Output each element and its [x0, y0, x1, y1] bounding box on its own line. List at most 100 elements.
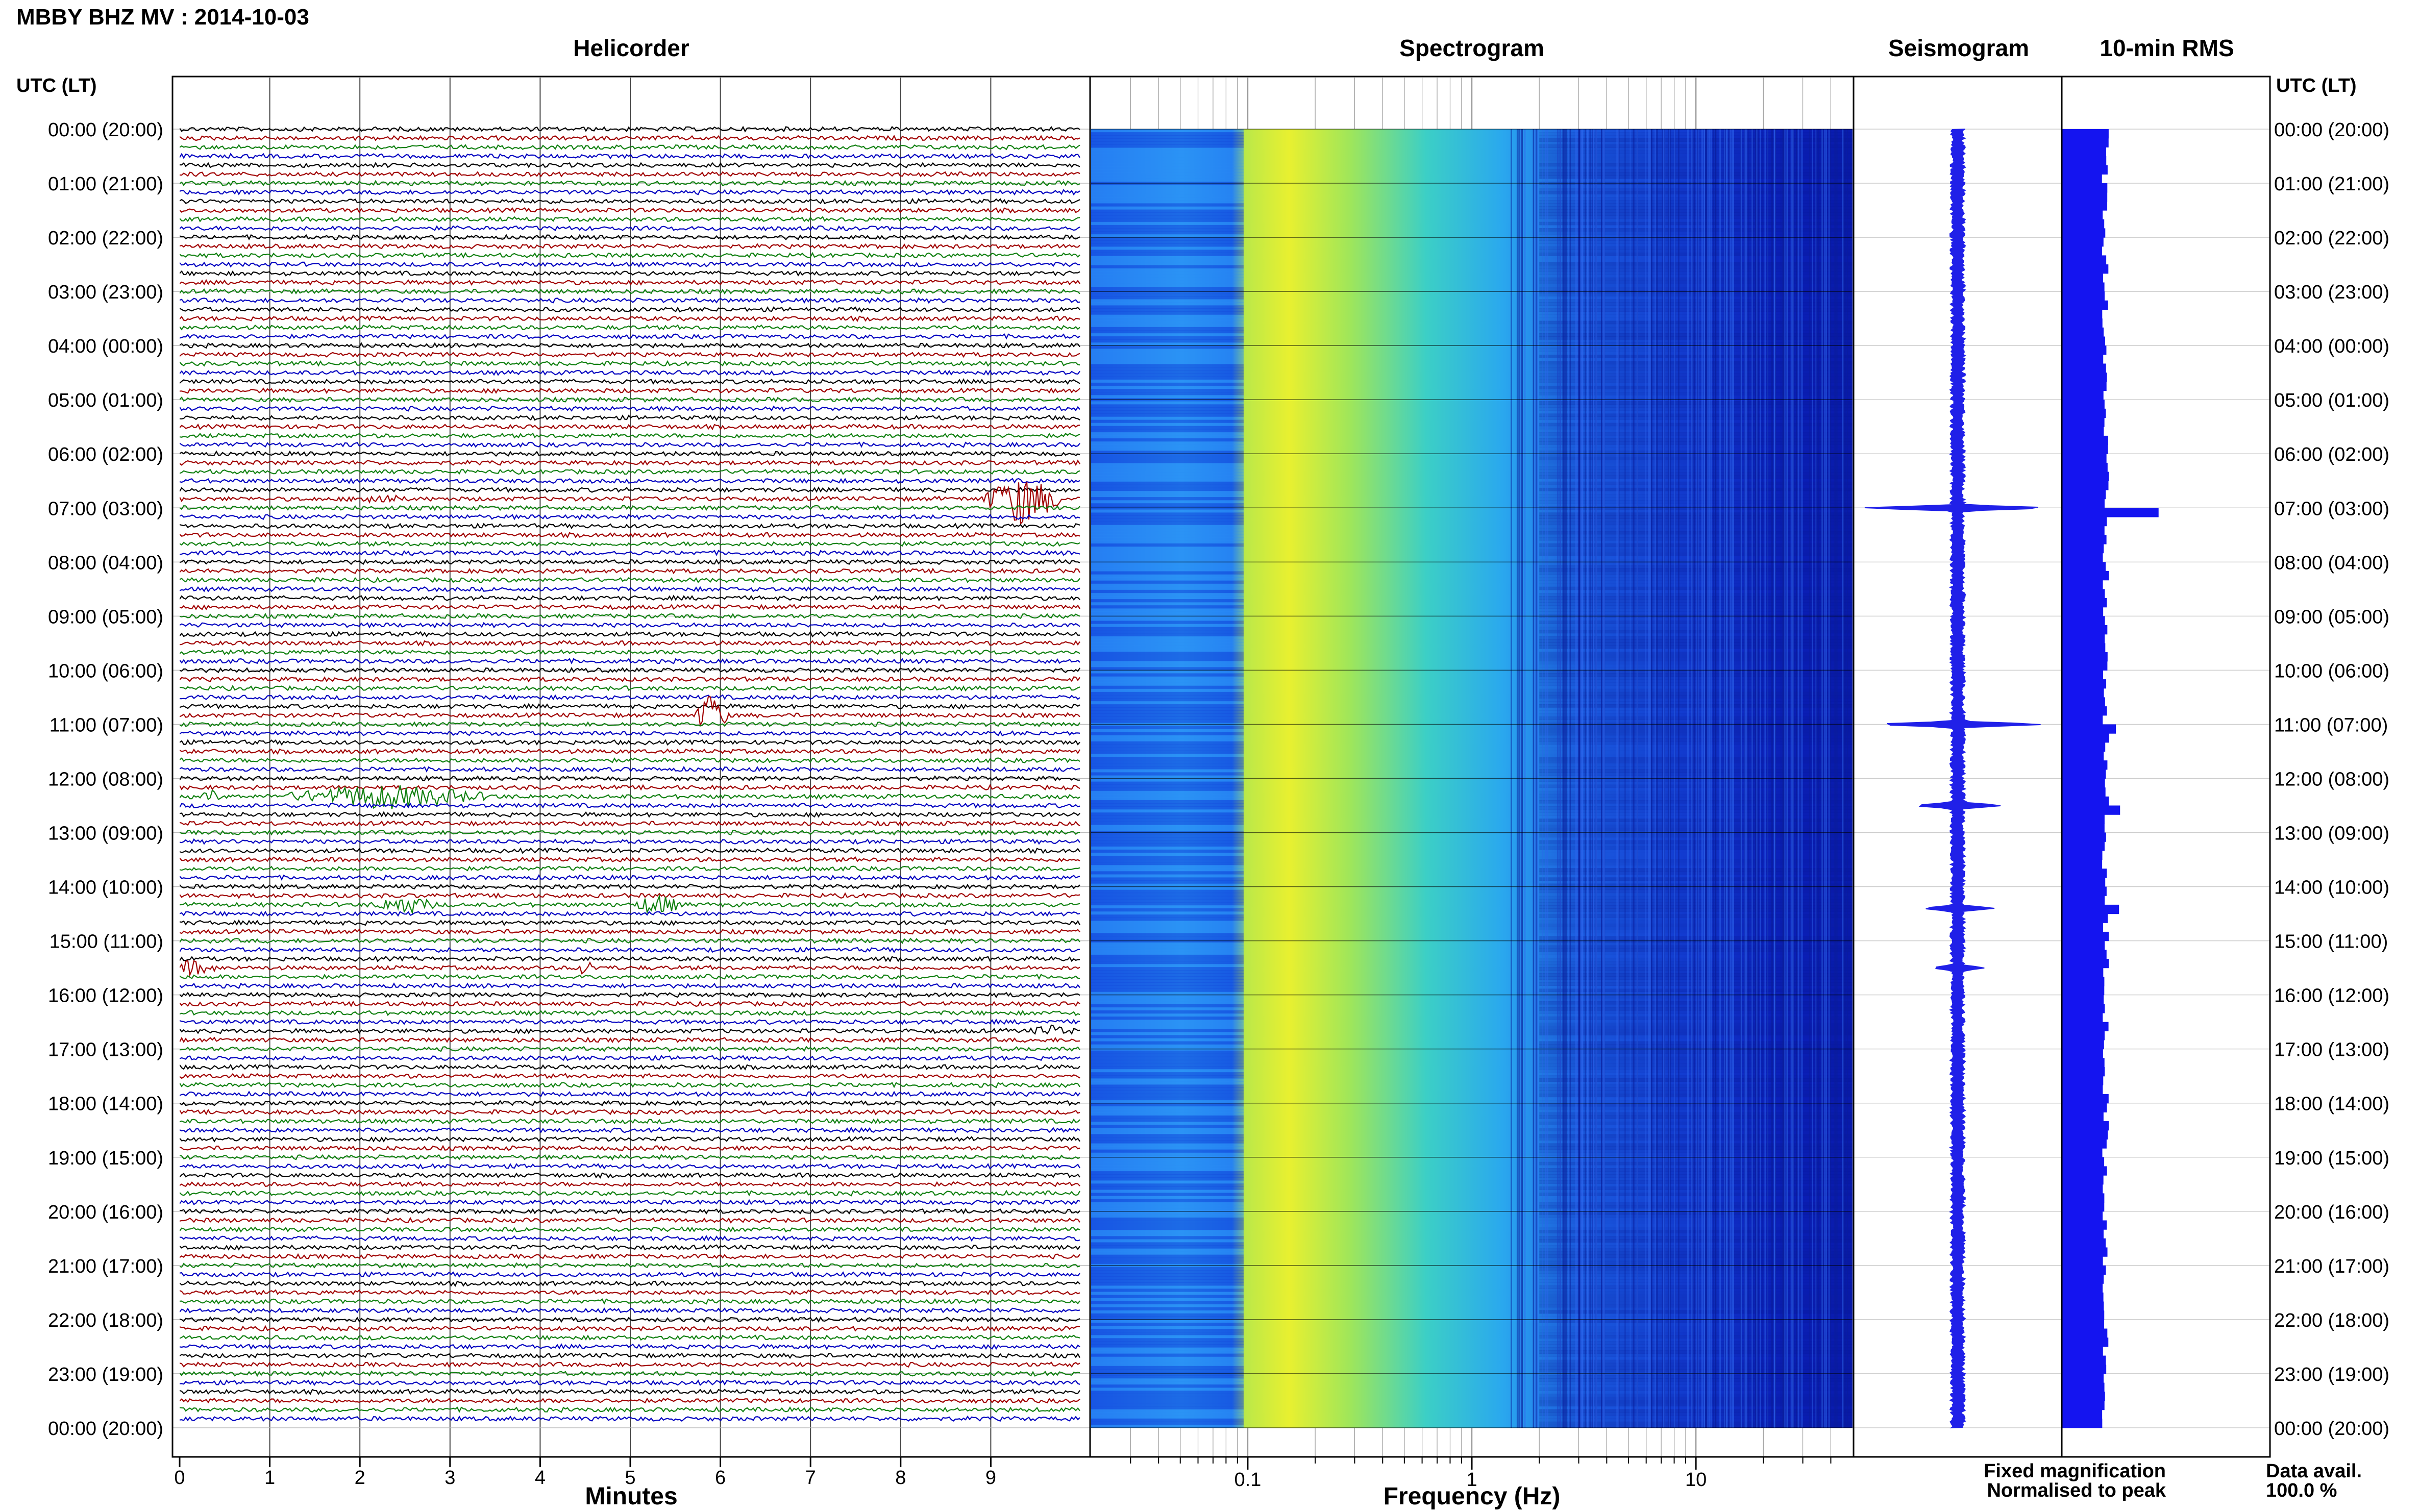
spectrogram-high-band: [1539, 726, 1853, 730]
spectrogram-high-band: [1539, 803, 1853, 807]
spectrogram-high-band: [1539, 778, 1853, 782]
rms-bar: [2062, 1040, 2104, 1050]
spectrogram-low-band: [1091, 1230, 1244, 1233]
helicorder-trace: [180, 937, 1080, 945]
time-label-right: 04:00 (00:00): [2274, 336, 2389, 357]
spectrogram-high-band: [1539, 676, 1853, 680]
time-label-left: 14:00 (10:00): [48, 877, 163, 899]
time-label-right: 10:00 (06:00): [2274, 660, 2389, 682]
spectrogram-low-band: [1091, 605, 1244, 609]
spectrogram-low-band: [1091, 1353, 1244, 1357]
spectrogram-low-band: [1091, 404, 1244, 408]
spectrogram-high-band: [1539, 763, 1853, 766]
rms-bar: [2062, 201, 2108, 211]
spectrogram-high-band: [1539, 621, 1853, 625]
spectrogram-low-band: [1091, 624, 1244, 628]
helicorder-trace: [180, 180, 1080, 187]
time-label-left: 22:00 (18:00): [48, 1310, 163, 1331]
spectrogram-low-band: [1091, 503, 1244, 507]
rms-bar: [2062, 1328, 2108, 1338]
panel-title-rms: 10-min RMS: [2100, 35, 2234, 61]
spectrogram-low-band: [1091, 1180, 1244, 1184]
spectrogram-high-band: [1539, 172, 1853, 176]
spectrogram-high-band: [1539, 1004, 1853, 1008]
spectrogram-high-band: [1539, 744, 1853, 748]
spectrogram-high-band: [1539, 1301, 1853, 1305]
spectrogram-high-band: [1539, 135, 1853, 139]
spectrogram-high-band: [1539, 1199, 1853, 1203]
spectrogram-low-band: [1091, 735, 1244, 739]
helicorder-trace: [180, 1145, 1080, 1152]
spectrogram-high-band: [1539, 1149, 1853, 1153]
time-label-left: 17:00 (13:00): [48, 1039, 163, 1061]
spectrogram-low-band: [1091, 754, 1244, 757]
spectrogram-high-band: [1539, 1066, 1853, 1070]
spectrogram-low-band: [1091, 1115, 1244, 1119]
spectrogram-high-band: [1539, 1106, 1853, 1110]
spectrogram-low-band: [1091, 497, 1244, 501]
spectrogram-high-band: [1539, 1292, 1853, 1295]
spectrogram-high-band: [1539, 1242, 1853, 1246]
spectrogram-low-band: [1091, 670, 1244, 674]
helicorder-trace: [180, 586, 1080, 592]
spectrogram-low-band: [1091, 435, 1244, 439]
helicorder-trace: [180, 721, 1080, 728]
spectrogram-high-band: [1539, 333, 1853, 337]
spectrogram-low-band: [1091, 713, 1244, 717]
rms-bar: [2062, 814, 2105, 824]
spectrogram-high-band: [1539, 565, 1853, 568]
spectrogram-low-band: [1091, 1415, 1244, 1419]
spectrogram-high-band: [1539, 825, 1853, 828]
spectrogram-low-band: [1091, 469, 1244, 473]
spectrogram-low-band: [1091, 1298, 1244, 1302]
spectrogram-low-band: [1091, 1174, 1244, 1178]
spectrogram-high-band: [1539, 395, 1853, 399]
spectrogram-low-band: [1091, 1183, 1244, 1187]
spectrogram-low-band: [1091, 1295, 1244, 1298]
rms-bar: [2062, 444, 2108, 454]
spectrogram-low-band: [1091, 302, 1244, 306]
spectrogram-high-band: [1539, 1137, 1853, 1141]
rms-bar: [2062, 1202, 2105, 1212]
spectrogram-high-band: [1539, 1391, 1853, 1394]
spectrogram-low-band: [1091, 738, 1244, 742]
rms-bar: [2062, 1274, 2104, 1284]
time-label-left: 19:00 (15:00): [48, 1148, 163, 1169]
spectrogram-high-band: [1539, 1208, 1853, 1212]
spectrogram-low-band: [1091, 185, 1244, 188]
spectrogram-high-band: [1539, 336, 1853, 340]
helicorder-trace: [180, 481, 1080, 525]
helicorder-trace: [180, 811, 1080, 818]
spectrogram-high-band: [1539, 1338, 1853, 1342]
rms-bar: [2062, 183, 2108, 193]
spectrogram-low-band: [1091, 283, 1244, 287]
time-label-left: 12:00 (08:00): [48, 769, 163, 790]
helicorder-trace: [180, 1108, 1080, 1116]
spectrogram-low-band: [1091, 995, 1244, 999]
spectrogram-low-band: [1091, 633, 1244, 637]
rms-bar: [2062, 373, 2107, 382]
rms-frame: [2061, 76, 2271, 1458]
spectrogram-low-band: [1091, 274, 1244, 278]
spectrogram-high-band: [1539, 1041, 1853, 1045]
spectrogram-low-band: [1091, 1146, 1244, 1150]
spectrogram-high-band: [1539, 698, 1853, 702]
helicorder-trace: [180, 1325, 1080, 1332]
spectrogram-high-band: [1539, 358, 1853, 361]
spectrogram-low-band: [1091, 685, 1244, 689]
helicorder-trace: [180, 279, 1080, 286]
spectrogram-high-band: [1539, 639, 1853, 643]
helicorder-tick-label: 2: [355, 1467, 365, 1489]
spectrogram-high-band: [1539, 308, 1853, 312]
spectrogram-low-band: [1091, 794, 1244, 798]
rms-bar: [2062, 859, 2103, 869]
spectrogram-low-band: [1091, 803, 1244, 807]
spectrogram-low-band: [1091, 487, 1244, 491]
helicorder-trace: [180, 874, 1080, 881]
helicorder-trace: [180, 1253, 1080, 1260]
helicorder-trace: [180, 243, 1080, 250]
spectrogram-high-band: [1539, 457, 1853, 460]
spectrogram-high-band: [1539, 1400, 1853, 1404]
spectrogram-low-band: [1091, 271, 1244, 275]
rms-bar: [2062, 805, 2120, 815]
